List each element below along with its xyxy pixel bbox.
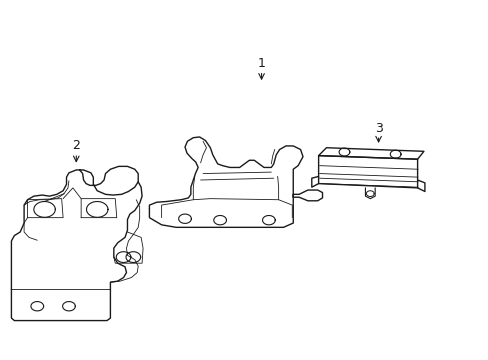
Text: 1: 1 xyxy=(257,57,265,70)
Text: 2: 2 xyxy=(72,139,80,152)
Text: 3: 3 xyxy=(374,122,382,135)
